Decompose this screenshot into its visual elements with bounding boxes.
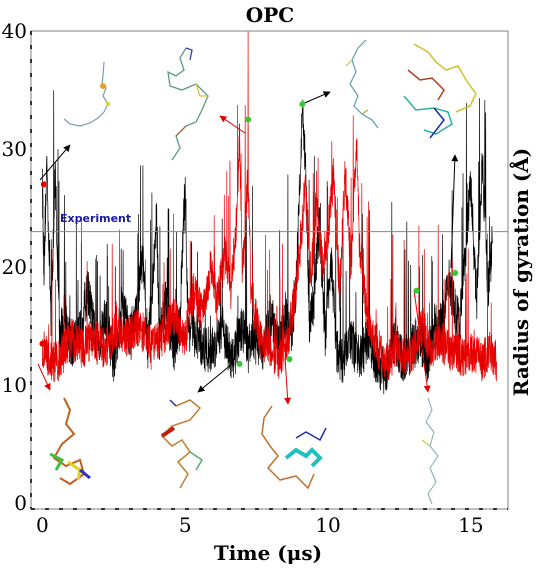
structure-thumbnail-6 (160, 399, 204, 489)
structure-marker (452, 269, 459, 276)
y-axis-ticks: 0 10 20 30 40 (2, 19, 27, 515)
structure-marker (39, 340, 46, 347)
y-tick-label: 40 (2, 19, 27, 43)
annotation-arrows (37, 91, 459, 405)
x-tick-label: 10 (315, 513, 340, 537)
structure-thumbnail-7 (261, 405, 327, 490)
structure-marker (40, 181, 47, 188)
structure-thumbnail-2 (167, 47, 209, 161)
y-tick-label: 10 (2, 373, 27, 397)
chart-title: OPC (246, 3, 294, 27)
structure-thumbnail-5 (49, 397, 91, 486)
structure-markers (39, 101, 459, 367)
experiment-label: Experiment (60, 212, 131, 225)
series-line-red (42, 31, 497, 383)
x-tick-label: 5 (179, 513, 192, 537)
x-tick-label: 15 (458, 513, 483, 537)
y-tick-label: 30 (2, 137, 27, 161)
x-axis-ticks: 0 5 10 15 (36, 513, 484, 537)
structure-marker (286, 356, 293, 363)
y-tick-label: 20 (2, 255, 27, 279)
y-axis-label: Radius of gyration (Å) (509, 148, 533, 397)
x-tick-label: 0 (36, 513, 49, 537)
structure-marker (245, 116, 252, 123)
structure-marker (236, 360, 243, 367)
structure-thumbnail-1 (63, 61, 110, 127)
structure-thumbnail-3 (345, 39, 379, 129)
y-tick-label: 0 (14, 491, 27, 515)
structure-marker (413, 287, 420, 294)
structure-thumbnail-8 (421, 397, 439, 505)
structure-marker (299, 101, 306, 108)
x-axis-label: Time (μs) (214, 541, 322, 565)
structure-thumbnail-4 (403, 43, 477, 139)
